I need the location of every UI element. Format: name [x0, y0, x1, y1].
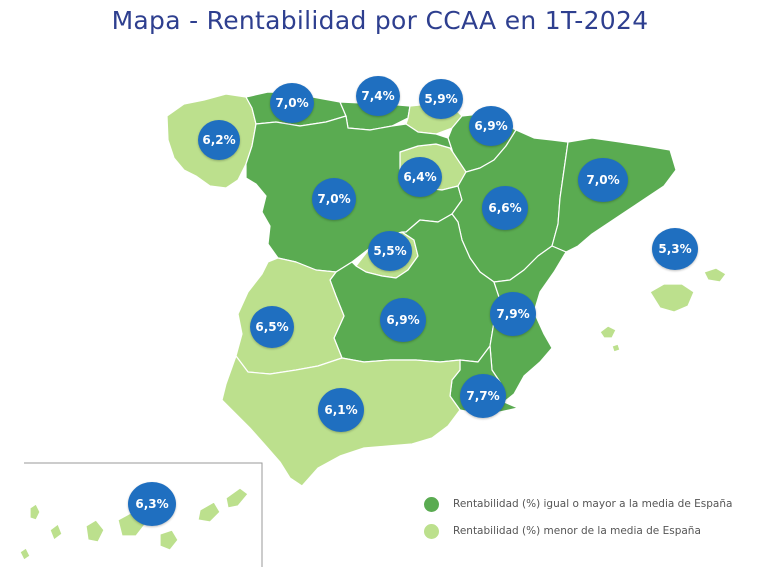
- value-badge-castilla-y-leon: 7,0%: [312, 178, 356, 220]
- value-badge-extremadura: 6,5%: [250, 306, 294, 348]
- legend-swatch-below: [424, 523, 439, 539]
- legend-swatch-above: [424, 496, 439, 512]
- value-badge-andalucia: 6,1%: [318, 388, 364, 432]
- legend-item-below: Rentabilidad (%) menor de la media de Es…: [424, 521, 744, 541]
- value-badge-murcia: 7,7%: [460, 374, 506, 418]
- value-badge-baleares: 5,3%: [652, 228, 698, 270]
- legend-label-above: Rentabilidad (%) igual o mayor a la medi…: [453, 498, 733, 510]
- value-badge-madrid: 5,5%: [368, 231, 412, 271]
- value-badge-asturias: 7,0%: [270, 83, 314, 123]
- value-badge-la-rioja: 6,4%: [398, 157, 442, 197]
- canarias-inset-frame: [24, 462, 263, 567]
- legend-label-below: Rentabilidad (%) menor de la media de Es…: [453, 525, 701, 537]
- value-badge-cataluna: 7,0%: [578, 158, 628, 202]
- value-badge-aragon: 6,6%: [482, 186, 528, 230]
- map-title: Mapa - Rentabilidad por CCAA en 1T-2024: [111, 6, 649, 35]
- region-baleares[interactable]: [599, 267, 727, 353]
- legend-item-above: Rentabilidad (%) igual o mayor a la medi…: [424, 494, 744, 514]
- value-badge-comunidad-valenciana: 7,9%: [490, 292, 536, 336]
- value-badge-pais-vasco: 5,9%: [419, 79, 463, 119]
- region-canarias[interactable]: [19, 487, 249, 561]
- value-badge-castilla-la-mancha: 6,9%: [380, 298, 426, 342]
- value-badge-navarra: 6,9%: [469, 106, 513, 146]
- value-badge-galicia: 6,2%: [198, 120, 240, 160]
- value-badge-canarias: 6,3%: [128, 482, 176, 526]
- value-badge-cantabria: 7,4%: [356, 76, 400, 116]
